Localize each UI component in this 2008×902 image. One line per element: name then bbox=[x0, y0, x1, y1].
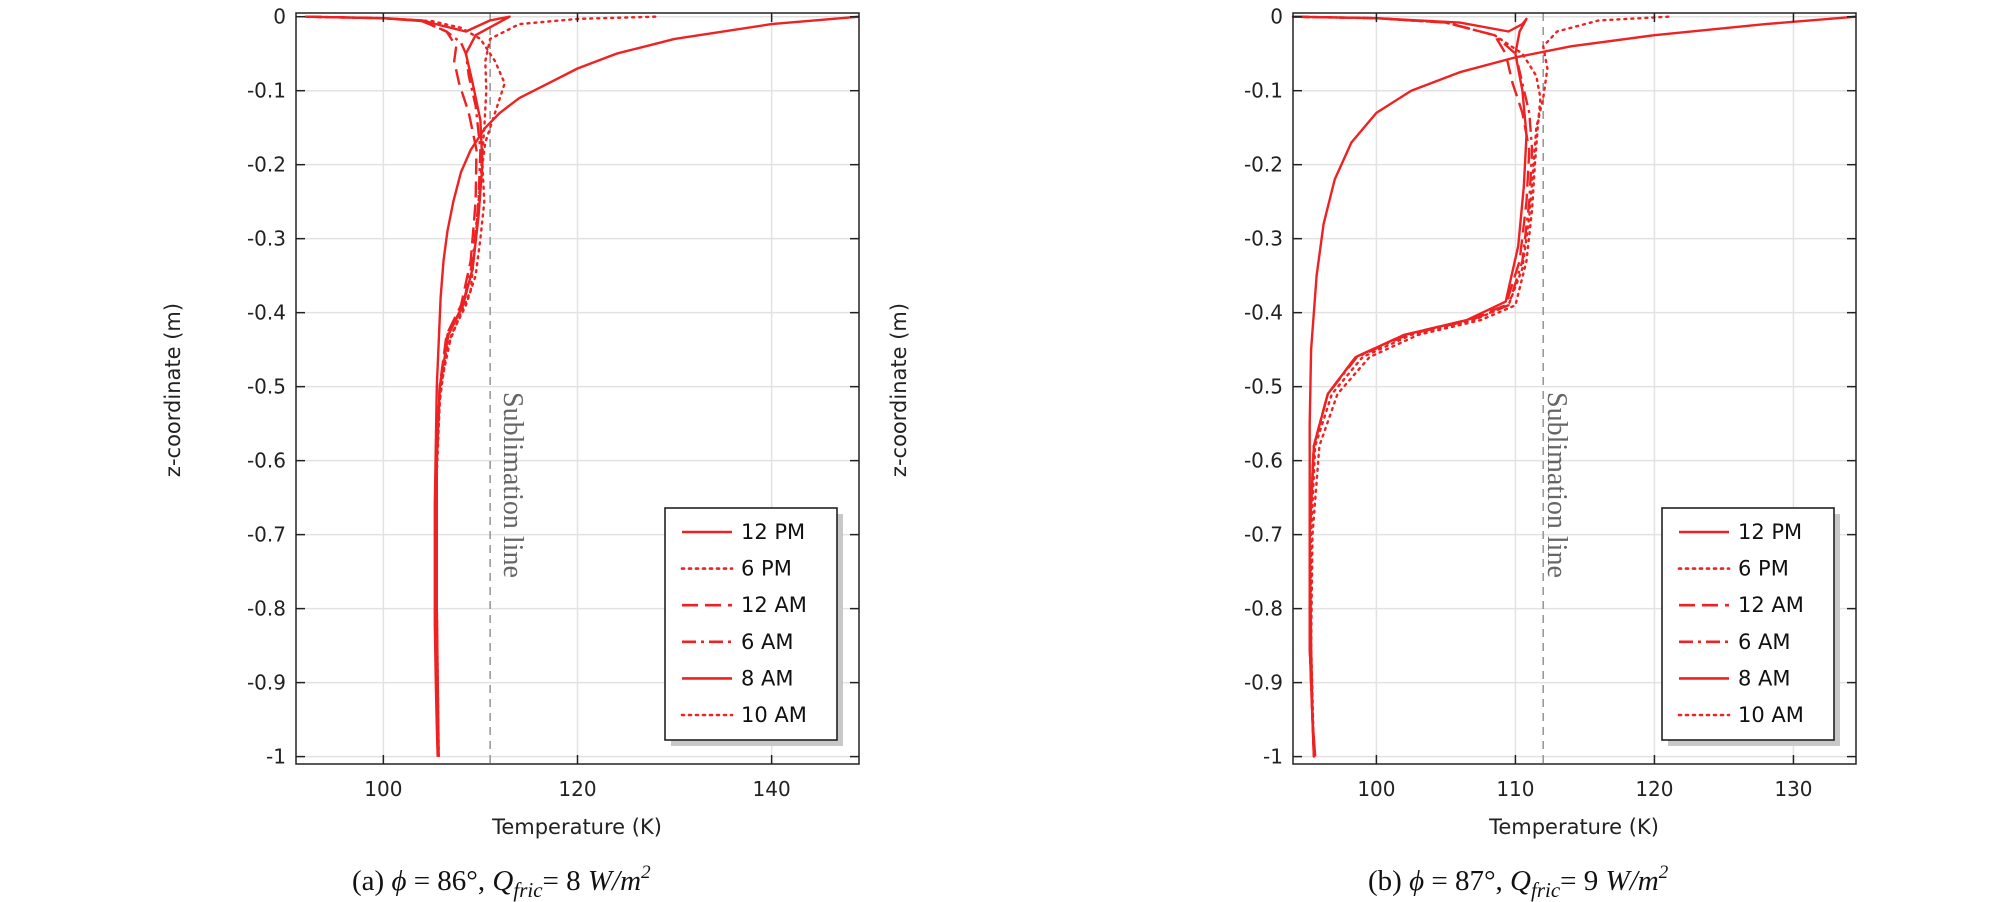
legend-label: 8 AM bbox=[741, 666, 794, 690]
y-tick-label: -0.2 bbox=[247, 153, 286, 177]
chart-panel-a: 100 120 140 0 -0.1 -0.2 -0.3 -0.4 -0.5 -0.6 -0.7 -0… bbox=[161, 5, 860, 902]
x-tick-label: 120 bbox=[558, 777, 596, 801]
y-tick-label: -0.9 bbox=[1244, 671, 1283, 695]
y-tick-label: -0.1 bbox=[247, 79, 286, 103]
series-line-10-am bbox=[1291, 15, 1542, 758]
legend-label: 8 AM bbox=[1738, 666, 1791, 690]
legend-label: 12 AM bbox=[741, 593, 807, 617]
x-tick-label: 100 bbox=[364, 777, 402, 801]
legend-label: 6 AM bbox=[741, 630, 794, 654]
caption-a: (a) ϕ = 86°, Qfric= 8 W/m2 bbox=[352, 862, 651, 902]
y-tick-label: -0.3 bbox=[1244, 227, 1283, 251]
series-line-6-am bbox=[305, 15, 482, 757]
legend-a: 12 PM 6 PM 12 AM 6 AM 8 AM 10 AM bbox=[664, 507, 843, 746]
legend-label: 12 PM bbox=[741, 520, 805, 544]
y-tick-label: -0.6 bbox=[1244, 449, 1283, 473]
y-tick-label: -0.4 bbox=[1244, 301, 1283, 325]
y-tick-label: 0 bbox=[273, 5, 286, 29]
x-axis-title-b: Temperature (K) bbox=[1488, 815, 1659, 839]
plot-frame-b bbox=[1292, 12, 1857, 765]
x-tick-label: 110 bbox=[1496, 777, 1534, 801]
legend-label: 10 AM bbox=[741, 703, 807, 727]
y-tick-label: -0.6 bbox=[247, 449, 286, 473]
y-tick-label: -0.8 bbox=[247, 597, 286, 621]
legend-label: 10 AM bbox=[1738, 703, 1804, 727]
legend-label: 6 PM bbox=[1738, 557, 1789, 581]
legend-label: 6 PM bbox=[741, 557, 792, 581]
x-tick-label: 100 bbox=[1357, 777, 1395, 801]
y-tick-label: 0 bbox=[1270, 5, 1283, 29]
plot-area-a: 100 120 140 0 -0.1 -0.2 -0.3 -0.4 -0.5 -0.6 -0.7 -0… bbox=[247, 5, 860, 801]
y-tick-label: -0.5 bbox=[247, 375, 286, 399]
sublimation-label-a: Sublimation line bbox=[497, 392, 528, 578]
chart-panel-b: 100 110 120 130 0 -0.1 -0.2 -0.3 -0.4 -0.5 -0.6 -0.… bbox=[887, 5, 1857, 902]
x-axis-title-a: Temperature (K) bbox=[491, 815, 662, 839]
y-tick-label: -0.7 bbox=[1244, 523, 1283, 547]
y-axis-title-a: z-coordinate (m) bbox=[161, 303, 185, 477]
y-tick-label: -0.1 bbox=[1244, 79, 1283, 103]
legend-label: 6 AM bbox=[1738, 630, 1791, 654]
y-tick-label: -0.2 bbox=[1244, 153, 1283, 177]
x-tick-label: 120 bbox=[1635, 777, 1673, 801]
series-line-10-am bbox=[304, 15, 506, 758]
y-tick-label: -0.7 bbox=[247, 523, 286, 547]
caption-b: (b) ϕ = 87°, Qfric= 9 W/m2 bbox=[1368, 862, 1669, 902]
x-tick-label: 130 bbox=[1774, 777, 1812, 801]
y-tick-label: -0.8 bbox=[1244, 597, 1283, 621]
series-line-8-am bbox=[305, 15, 511, 757]
series-line-12-pm bbox=[433, 15, 860, 757]
y-tick-label: -1 bbox=[266, 745, 286, 769]
legend-label: 12 AM bbox=[1738, 593, 1804, 617]
series-line-6-pm bbox=[1309, 15, 1670, 758]
y-tick-label: -0.3 bbox=[247, 227, 286, 251]
y-axis-title-b: z-coordinate (m) bbox=[887, 303, 911, 477]
legend-b: 12 PM 6 PM 12 AM 6 AM 8 AM 10 AM bbox=[1661, 507, 1840, 746]
y-tick-label: -0.4 bbox=[247, 301, 286, 325]
y-tick-label: -0.9 bbox=[247, 671, 286, 695]
y-tick-label: -1 bbox=[1263, 745, 1283, 769]
sublimation-label-b: Sublimation line bbox=[1541, 392, 1572, 578]
y-tick-label: -0.5 bbox=[1244, 375, 1283, 399]
x-tick-label: 140 bbox=[753, 777, 791, 801]
legend-label: 12 PM bbox=[1738, 520, 1802, 544]
series-line-8-am bbox=[1292, 15, 1528, 757]
